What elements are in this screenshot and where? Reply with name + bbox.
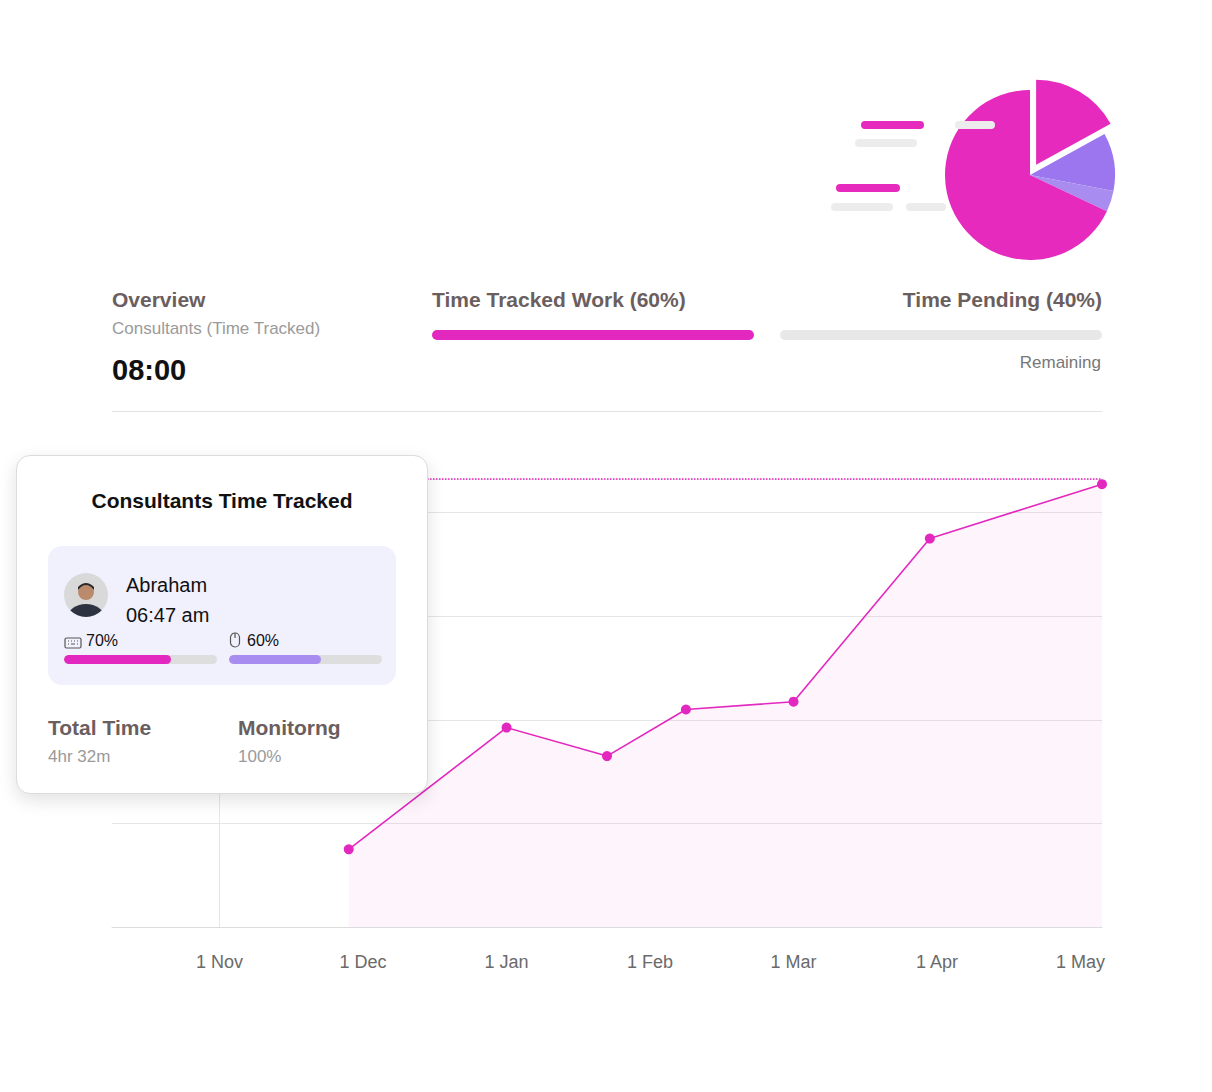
html-text:Consultants Time Tracked: Consultants Time Tracked — [91, 489, 353, 512]
html-text:Remaining: Remaining — [1019, 353, 1101, 372]
html-text:Consultants (Time Tracked): Consultants (Time Tracked) — [112, 319, 321, 338]
html-text:Overview: Overview — [112, 288, 206, 311]
svg-text:1 Dec: 1 Dec — [340, 952, 387, 972]
html-text:100%: 100% — [238, 747, 282, 766]
html-text:06:47 am: 06:47 am — [126, 604, 210, 626]
svg-text:1 Jan: 1 Jan — [485, 952, 529, 972]
svg-text:1 Feb: 1 Feb — [627, 952, 673, 972]
html-text:Abraham: Abraham — [126, 574, 208, 596]
html-text:4hr 32m: 4hr 32m — [48, 747, 111, 766]
html-text:Total Time: Total Time — [48, 716, 152, 739]
html-text:60%: 60% — [247, 632, 279, 649]
html-text:70%: 70% — [86, 632, 118, 649]
html-text:Time Tracked Work (60%): Time Tracked Work (60%) — [432, 288, 686, 311]
svg-text:1 Nov: 1 Nov — [196, 952, 243, 972]
html-text:Monitorng: Monitorng — [238, 716, 341, 739]
html-text:Time Pending (40%): Time Pending (40%) — [902, 288, 1102, 311]
svg-text:1 Apr: 1 Apr — [916, 952, 958, 972]
html-text:08:00: 08:00 — [112, 354, 187, 386]
svg-text:1 Mar: 1 Mar — [771, 952, 817, 972]
svg-text:1 May: 1 May — [1056, 952, 1105, 972]
